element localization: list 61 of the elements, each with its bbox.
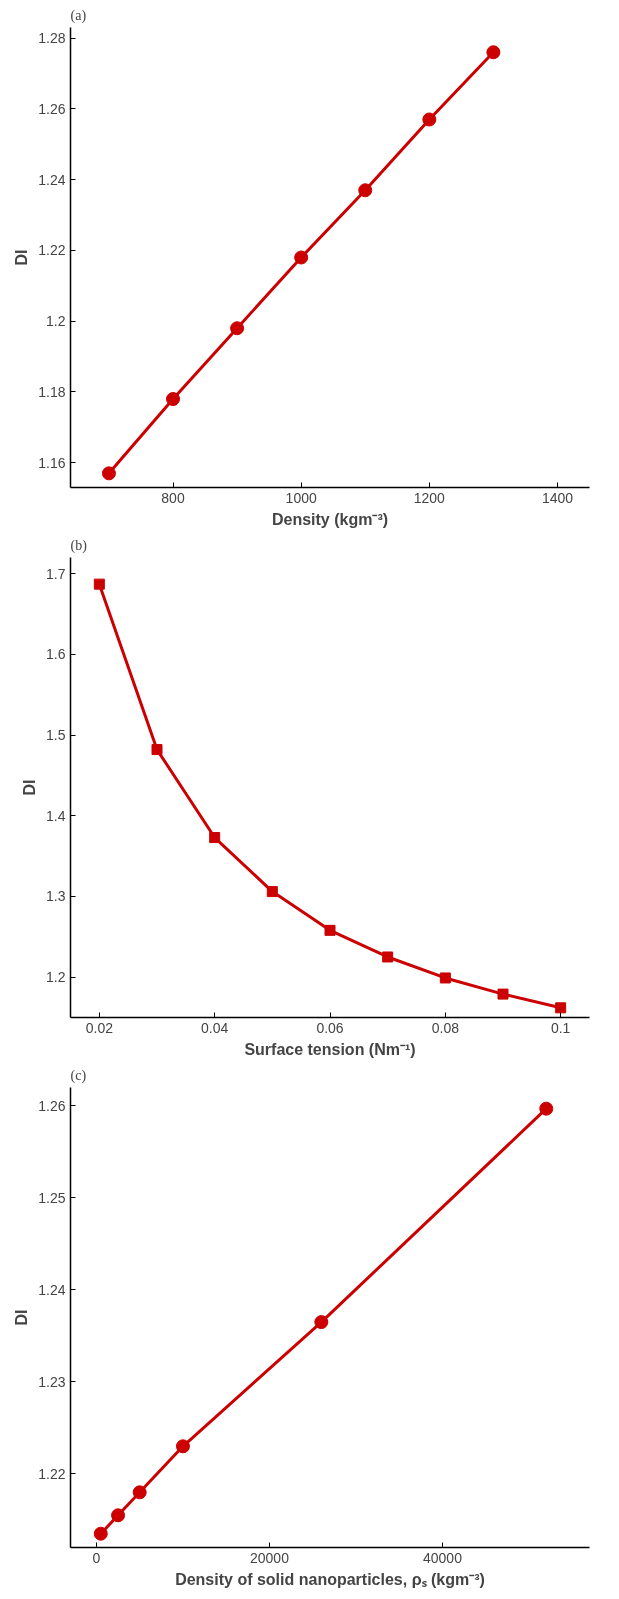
x-tick-label: 1400: [541, 489, 574, 506]
point: [209, 832, 221, 844]
point: [324, 924, 336, 936]
point: [497, 988, 509, 1000]
x-tick-label: 0.08: [431, 1019, 460, 1036]
y-tick-label: 1.23: [38, 1373, 66, 1390]
y-tick-label: 1.26: [38, 1097, 66, 1114]
y-axis-title: DI: [13, 249, 31, 266]
point: [314, 1315, 329, 1330]
y-tick-label: 1.24: [38, 171, 66, 188]
point: [358, 183, 373, 198]
y-axis-title: DI: [13, 1309, 31, 1326]
x-tick-label: 0.1: [550, 1019, 571, 1036]
y-tick-label: 1.22: [38, 242, 66, 259]
x-tick-label: 0.04: [201, 1019, 229, 1036]
y-tick-label: 1.3: [46, 888, 66, 905]
y-tick-label: 1.7: [46, 565, 66, 582]
y-tick-label: 1.2: [46, 313, 66, 330]
point: [382, 951, 394, 963]
x-tick-label: 0.06: [316, 1019, 344, 1036]
chart-title: (b): [70, 537, 88, 554]
y-tick-label: 1.2: [46, 969, 66, 986]
point: [175, 1439, 190, 1454]
y-tick-label: 1.25: [38, 1189, 66, 1206]
point: [151, 744, 163, 756]
y-tick-label: 1.4: [46, 807, 66, 824]
y-tick-label: 1.26: [38, 100, 66, 117]
point: [486, 45, 501, 60]
chart-title: (c): [70, 1067, 87, 1084]
point: [539, 1101, 554, 1116]
x-tick-label: 20000: [249, 1549, 290, 1566]
point: [111, 1508, 126, 1523]
point: [555, 1002, 567, 1014]
y-tick-label: 1.28: [38, 30, 66, 47]
y-tick-label: 1.5: [46, 727, 66, 744]
y-tick-label: 1.16: [38, 454, 66, 471]
point: [93, 1526, 108, 1541]
x-tick-label: 800: [161, 489, 185, 506]
x-axis-title: Density of solid nanoparticles, ρₛ (kgm⁻³): [175, 1570, 485, 1588]
x-tick-label: 0.02: [85, 1019, 114, 1036]
x-axis-title: Surface tension (Nm⁻¹): [244, 1040, 416, 1058]
x-tick-label: 1000: [285, 489, 317, 506]
point: [230, 321, 245, 336]
point: [166, 392, 181, 407]
x-tick-label: 40000: [422, 1549, 463, 1566]
point: [266, 886, 278, 898]
x-tick-label: 0: [92, 1549, 101, 1566]
point: [439, 972, 451, 984]
y-tick-label: 1.6: [46, 646, 66, 663]
y-tick-label: 1.24: [38, 1281, 66, 1298]
x-tick-label: 1200: [413, 489, 446, 506]
y-tick-label: 1.18: [38, 383, 66, 400]
point: [132, 1485, 147, 1500]
point: [422, 112, 437, 127]
y-tick-label: 1.22: [38, 1465, 66, 1482]
point: [101, 466, 116, 481]
chart-title: (a): [70, 7, 87, 24]
x-axis-title: Density (kgm⁻³): [271, 510, 389, 528]
y-axis-title: DI: [21, 779, 39, 796]
point: [294, 250, 309, 265]
point: [93, 578, 105, 590]
